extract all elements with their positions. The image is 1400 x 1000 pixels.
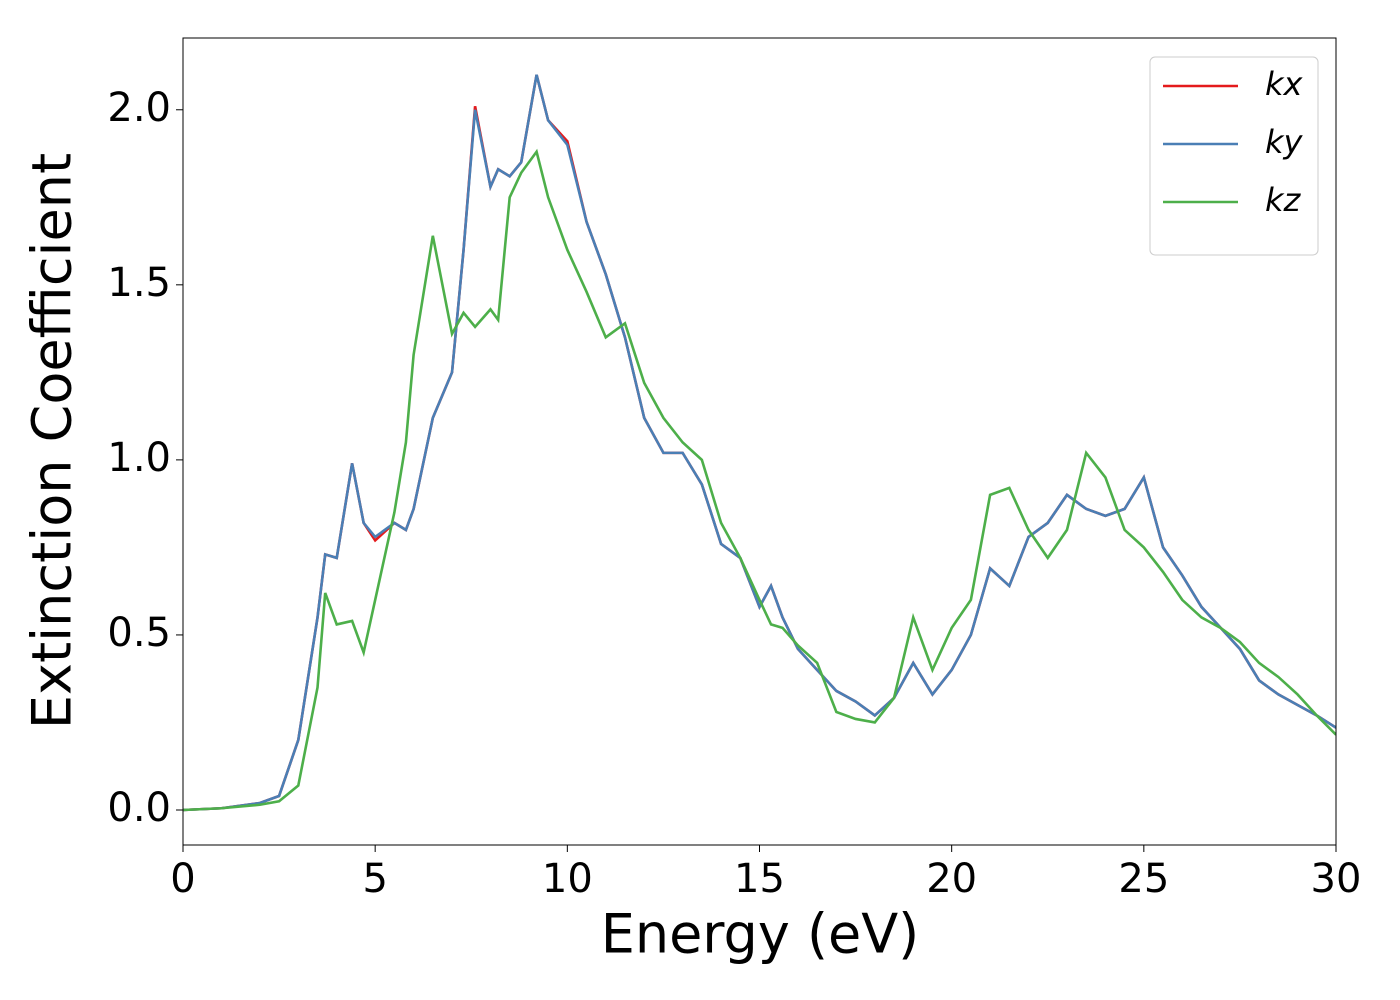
y-tick-label: 0.0 — [107, 785, 171, 831]
x-tick-label: 5 — [362, 856, 387, 902]
legend-box — [1149, 56, 1319, 256]
plot-frame — [182, 37, 1337, 846]
y-tick-label: 1.5 — [107, 260, 171, 306]
x-tick-label: 10 — [542, 856, 593, 902]
x-tick-label: 20 — [926, 856, 977, 902]
x-tick-label: 25 — [1118, 856, 1169, 902]
legend-label: kx — [1265, 65, 1304, 103]
x-tick-label: 30 — [1311, 856, 1362, 902]
legend-label: ky — [1265, 123, 1304, 161]
y-tick-label: 0.5 — [107, 610, 171, 656]
y-tick-label: 2.0 — [107, 85, 171, 131]
x-axis-label: Energy (eV) — [601, 903, 920, 966]
y-axis-label: Extinction Coefficient — [21, 153, 84, 729]
series-line — [183, 148, 1336, 812]
x-tick-label: 15 — [734, 856, 785, 902]
x-tick-label: 0 — [170, 856, 195, 902]
y-tick-label: 1.0 — [107, 435, 171, 481]
legend-label: kz — [1265, 181, 1302, 219]
